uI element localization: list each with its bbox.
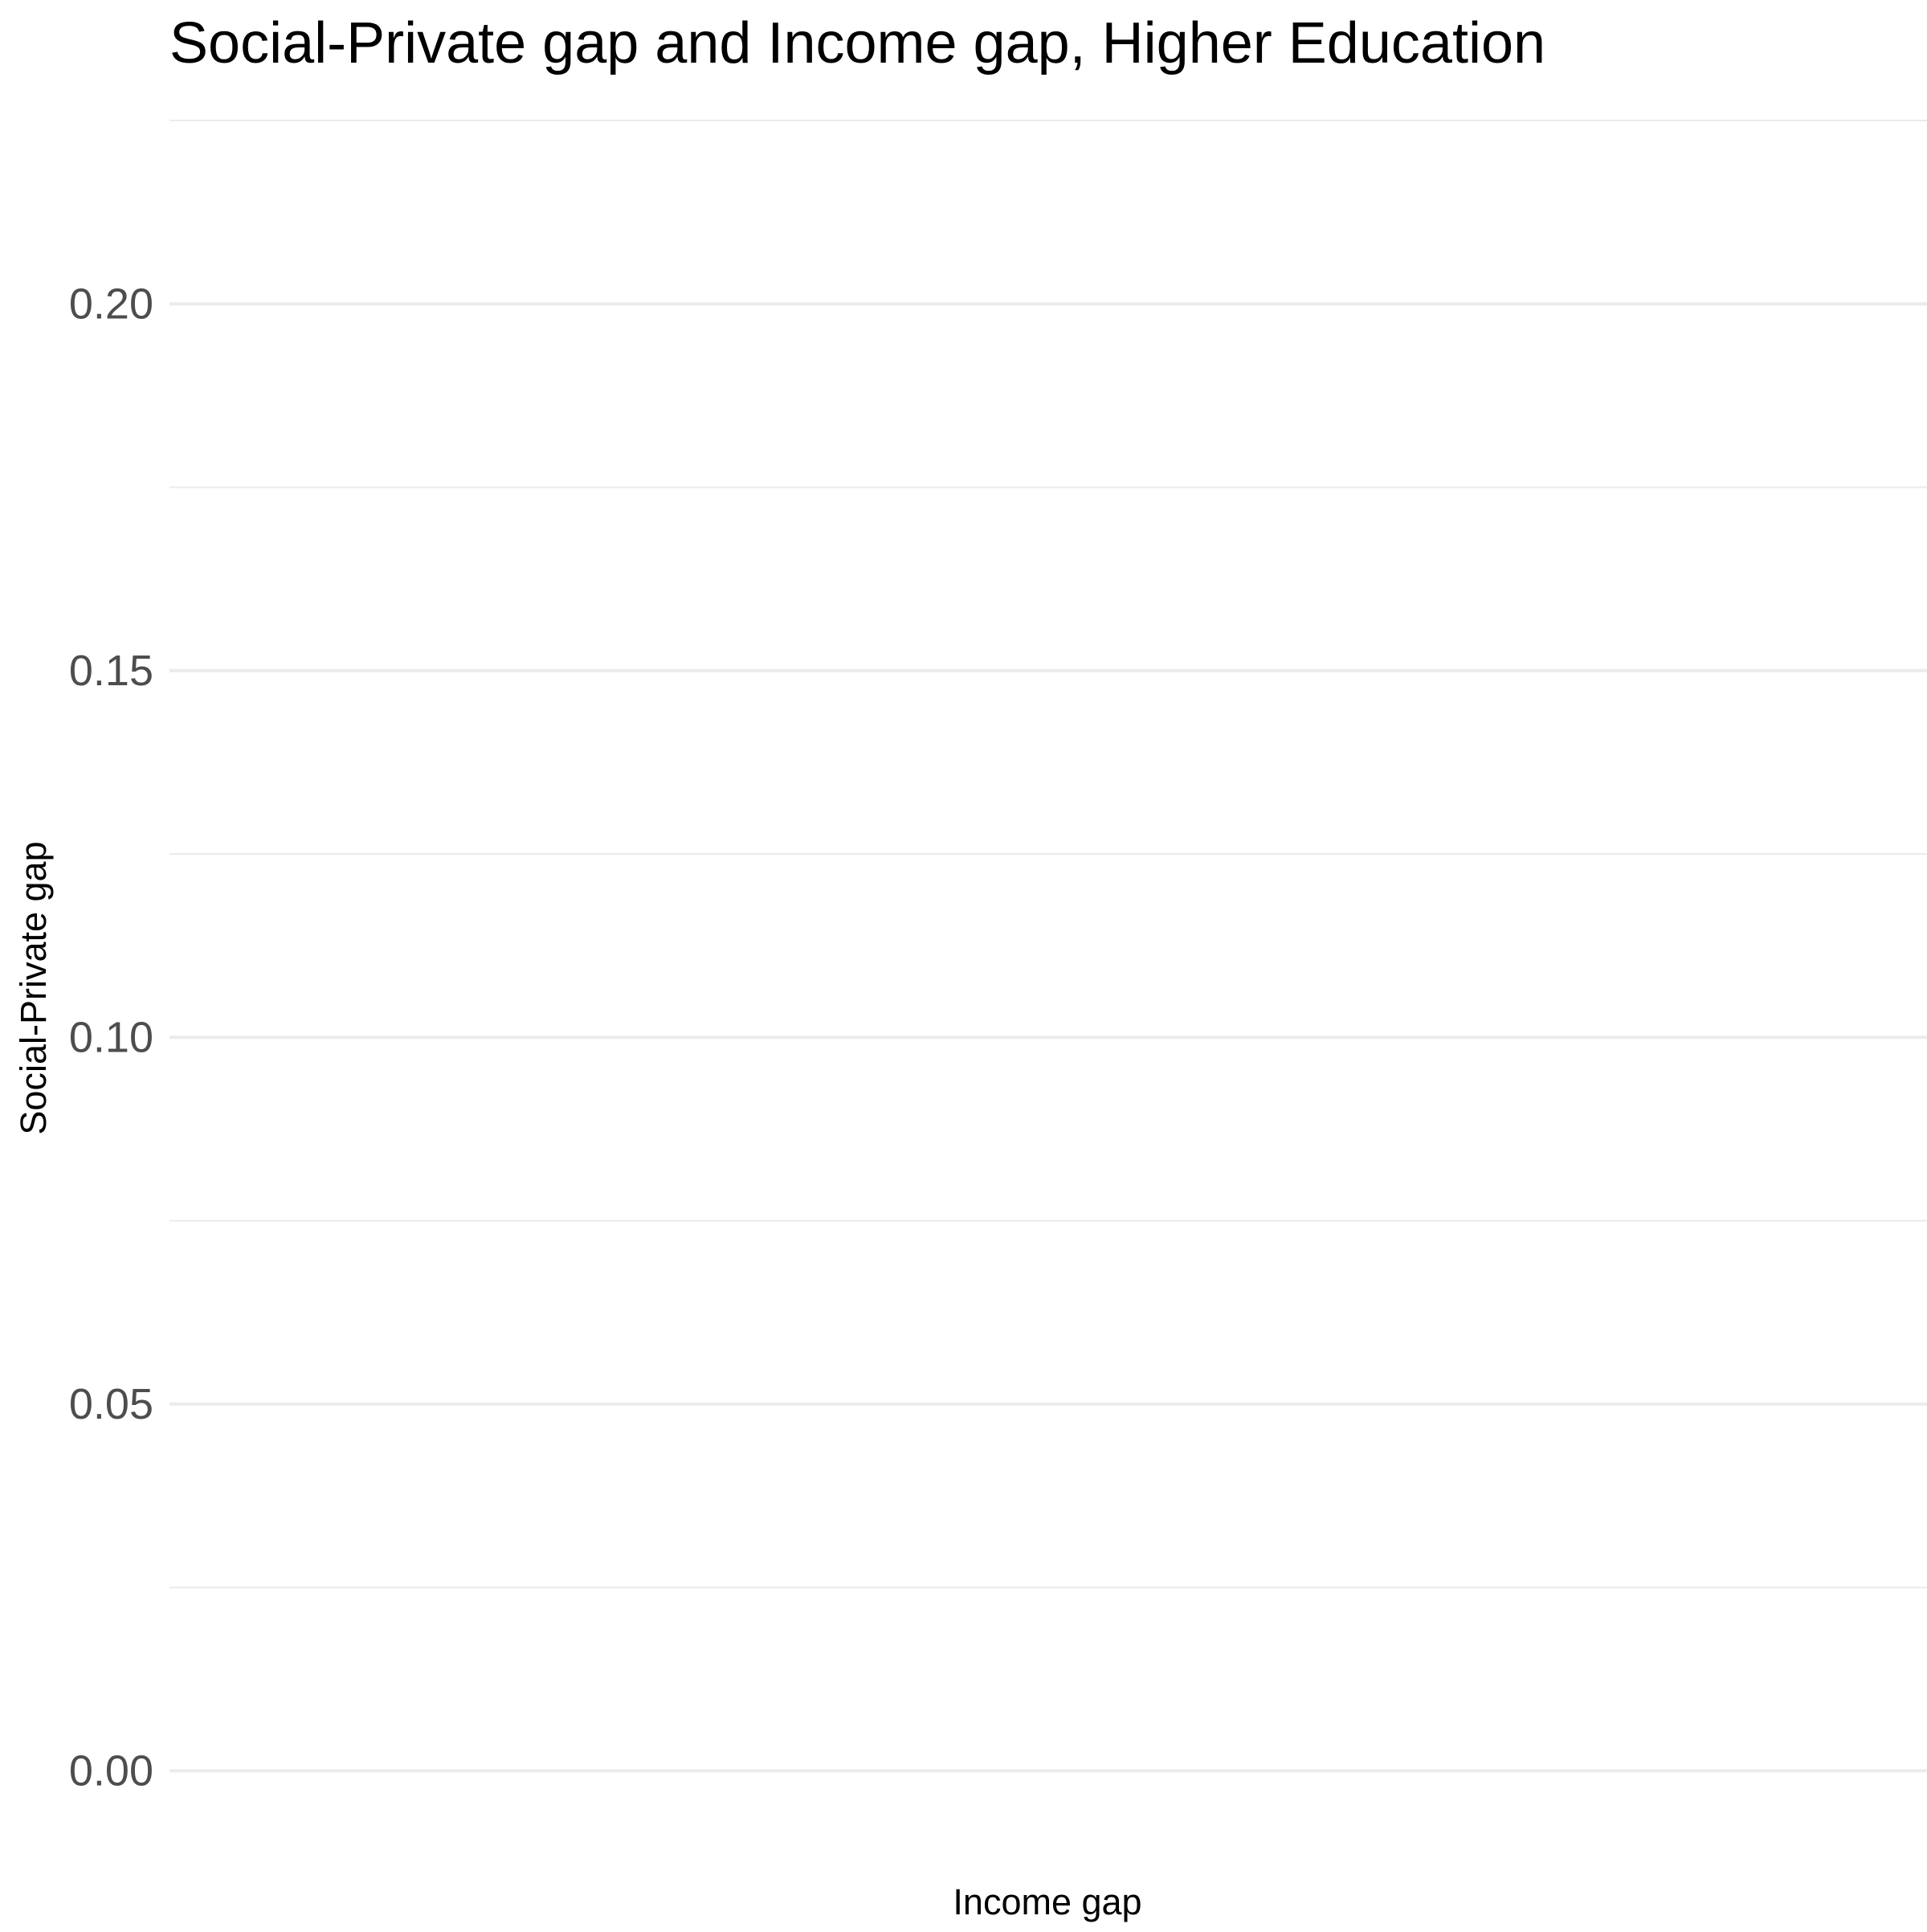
- y-tick-label: 0.05: [69, 1380, 153, 1428]
- x-axis-title: Income gap: [953, 1881, 1141, 1922]
- y-axis-tick-labels: 0.00 0.05 0.10 0.15 0.20: [69, 280, 153, 1795]
- plot-panel: [169, 120, 1927, 1773]
- chart-title: Social-Private gap and Income gap, Highe…: [169, 11, 1545, 76]
- y-axis-title: Social-Private gap: [13, 841, 54, 1134]
- grid-layer: [169, 120, 1927, 1773]
- y-tick-label: 0.15: [69, 647, 153, 695]
- y-tick-label: 0.00: [69, 1746, 153, 1795]
- y-tick-label: 0.10: [69, 1013, 153, 1061]
- y-tick-label: 0.20: [69, 280, 153, 328]
